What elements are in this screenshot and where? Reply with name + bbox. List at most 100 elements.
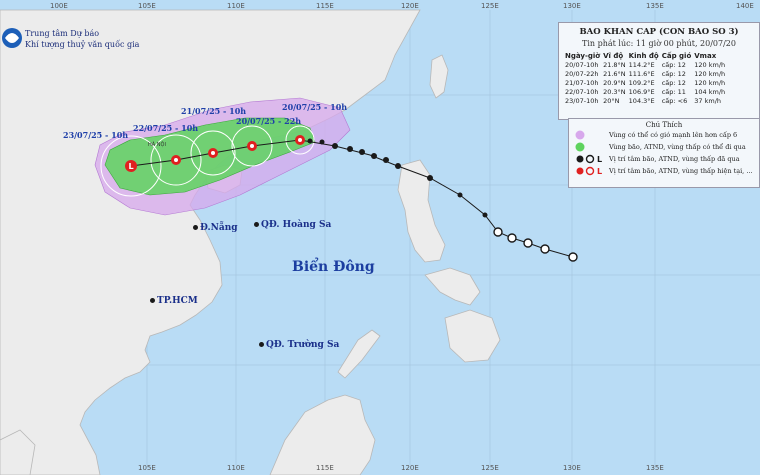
place-dot [150, 298, 155, 303]
table-cell: 20/07-10h [565, 61, 599, 69]
borneo-island [269, 394, 376, 475]
agency-line-1: Trung tâm Dự báo [25, 29, 100, 38]
place-danang: Đ.Nẵng [193, 223, 238, 233]
legend-item: Vùng bão, ATND, vùng thấp có thể đi qua [569, 141, 759, 153]
forecast-time-label: 20/07/25 - 22h [236, 116, 302, 126]
table-cell: 106.9°E [628, 88, 655, 96]
table-cell: 114.2°E [628, 61, 655, 69]
forecast-storm-symbols: L [125, 135, 305, 172]
past-depression-rings [493, 227, 578, 262]
table-row: 20/07-10h 21.8°N 114.2°E cấp: 12 120 km/… [565, 61, 728, 70]
table-cell: 104.3°E [628, 97, 655, 105]
lon-label: 130E [563, 464, 581, 472]
table-cell: 109.2°E [628, 79, 655, 87]
sea-name: Biển Đông [292, 259, 375, 275]
lon-label: 135E [646, 464, 664, 472]
column-header: Ngày-giờ [565, 52, 601, 60]
table-row: 22/07-10h 20.3°N 106.9°E cấp: 11 104 km/… [565, 88, 728, 97]
svg-text:L: L [597, 167, 602, 176]
past-positions [307, 138, 488, 218]
table-cell: cấp: 11 [661, 88, 686, 96]
wind-radius-circles [100, 125, 315, 197]
place-dot [259, 342, 264, 347]
past-symbols-swatch: L [576, 154, 602, 164]
legend-item: Vùng có thể có gió mạnh lên hơn cấp 6 [569, 129, 759, 141]
taiwan-island [429, 54, 449, 99]
low-marker-letter: L [128, 162, 133, 171]
table-cell: 37 km/h [694, 97, 722, 105]
svg-text:L: L [597, 155, 602, 164]
visayas-islands [424, 267, 481, 306]
table-cell: cấp: 12 [661, 79, 686, 87]
place-hcm: TP.HCM [150, 296, 198, 306]
table-row: 20/07-22h 21.6°N 111.6°E cấp: 12 120 km/… [565, 70, 728, 79]
table-cell: 21.8°N [603, 61, 626, 69]
legend-label: Vùng bão, ATND, vùng thấp có thể đi qua [609, 143, 746, 151]
lon-label: 120E [401, 2, 419, 10]
forecast-low-symbol [125, 160, 137, 172]
table-cell: 20/07-22h [565, 70, 599, 78]
lon-label: 100E [50, 2, 68, 10]
legend-label: Vùng có thể có gió mạnh lên hơn cấp 6 [609, 131, 738, 139]
table-header-row: Ngày-giờ Vĩ độ Kinh độ Cấp gió Vmax [565, 52, 728, 61]
table-cell: cấp: <6 [661, 97, 688, 105]
lon-label: 110E [227, 2, 245, 10]
table-row: 23/07-10h 20°N 104.3°E cấp: <6 37 km/h [565, 97, 728, 106]
hanoi-label: HÀ NỘI [148, 142, 166, 148]
legend-item: L Vị trí tâm bão, ATND, vùng thấp hiện t… [569, 165, 759, 177]
bulletin-title: BAO KHAN CAP (CON BAO SO 3) [579, 27, 739, 37]
place-dot [254, 222, 259, 227]
column-header: Cấp gió [661, 52, 692, 60]
place-hoang-sa: QĐ. Hoàng Sa [254, 220, 331, 230]
lon-label: 120E [401, 464, 419, 472]
table-cell: cấp: 12 [661, 70, 686, 78]
storm-track-line [130, 139, 574, 258]
lon-label: 110E [227, 464, 245, 472]
lon-label: 125E [481, 2, 499, 10]
purple-area-swatch [575, 130, 585, 140]
agency-name: Trung tâm Dự báo Khí tượng thuỷ văn quốc… [25, 28, 139, 50]
forecast-table: Ngày-giờ Vĩ độ Kinh độ Cấp gió Vmax 20/0… [565, 52, 728, 106]
sumatra-island [0, 429, 36, 475]
green-area-swatch [575, 142, 585, 152]
table-cell: 21/07-10h [565, 79, 599, 87]
forecast-time-label: 20/07/25 - 10h [282, 102, 348, 112]
lon-label: 115E [316, 2, 334, 10]
forecast-time-label: 21/07/25 - 10h [181, 106, 247, 116]
column-header: Vĩ độ [603, 52, 624, 60]
land [0, 9, 501, 475]
current-symbols-swatch: L [576, 166, 602, 176]
forecast-time-label: 23/07/25 - 10h [63, 130, 129, 140]
lon-label: 135E [646, 2, 664, 10]
forecast-time-label: 22/07/25 - 10h [133, 123, 199, 133]
legend-label: Vị trí tâm bão, ATND, vùng thấp hiện tại… [609, 167, 753, 175]
place-hoang-sa-label: QĐ. Hoàng Sa [261, 220, 332, 230]
lon-label: 105E [138, 2, 156, 10]
mindanao-island [444, 309, 501, 363]
table-cell: 20°N [603, 97, 620, 105]
table-cell: 120 km/h [694, 79, 726, 87]
place-hcm-label: TP.HCM [157, 296, 198, 306]
agency-logo [2, 28, 22, 48]
table-row: 21/07-10h 20.9°N 109.2°E cấp: 12 120 km/… [565, 79, 728, 88]
lon-label: 125E [481, 464, 499, 472]
legend-title: Chú Thích [645, 121, 683, 129]
legend-label: Vị trí tâm bão, ATND, vùng thấp đã qua [609, 155, 740, 163]
map-legend: Chú Thích Vùng có thể có gió mạnh lên hơ… [568, 118, 760, 188]
lon-label: 130E [563, 2, 581, 10]
agency-line-2: Khí tượng thuỷ văn quốc gia [25, 40, 140, 49]
legend-item: L Vị trí tâm bão, ATND, vùng thấp đã qua [569, 153, 759, 165]
table-cell: 22/07-10h [565, 88, 599, 96]
place-dot [193, 225, 198, 230]
table-cell: 20.3°N [603, 88, 626, 96]
column-header: Vmax [694, 52, 717, 60]
table-cell: 104 km/h [694, 88, 726, 96]
column-header: Kinh độ [628, 52, 659, 60]
place-danang-label: Đ.Nẵng [200, 223, 238, 233]
lon-label: 115E [316, 464, 334, 472]
table-cell: 20.9°N [603, 79, 626, 87]
table-cell: 111.6°E [628, 70, 655, 78]
palawan-island [337, 329, 381, 379]
